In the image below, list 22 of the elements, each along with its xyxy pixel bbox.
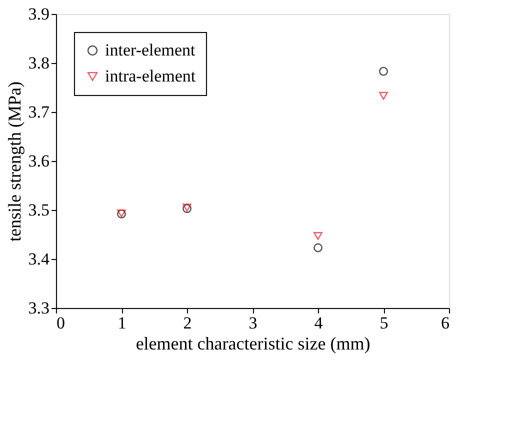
x-tick-label: 1 bbox=[118, 314, 126, 332]
y-tick-label: 3.5 bbox=[28, 200, 50, 220]
point bbox=[379, 92, 388, 100]
x-tick-label: 3 bbox=[248, 314, 258, 332]
y-tick-label: 3.4 bbox=[28, 250, 50, 268]
y-tick-label: 3.6 bbox=[28, 152, 50, 170]
x-tick-label: 0 bbox=[56, 314, 65, 332]
legend-label: inter-element bbox=[105, 40, 196, 60]
y-tick-label: 3.8 bbox=[28, 54, 50, 72]
x-tick-label: 6 bbox=[441, 314, 450, 332]
y-tick-label: 3.7 bbox=[28, 102, 50, 122]
point bbox=[314, 243, 322, 252]
x-tick-label: 4 bbox=[314, 314, 324, 332]
point bbox=[379, 66, 388, 76]
legend-label: intra-element bbox=[105, 66, 196, 86]
y-axis-title: tensile strength (MPa) bbox=[4, 82, 24, 242]
x-tick-label: 5 bbox=[380, 314, 388, 332]
point bbox=[314, 232, 322, 240]
y-tick-label: 3.9 bbox=[28, 4, 50, 24]
x-axis-title: element characteristic size (mm) bbox=[136, 334, 370, 354]
y-tick-label: 3.3 bbox=[28, 298, 50, 318]
x-tick-label: 2 bbox=[183, 314, 192, 332]
